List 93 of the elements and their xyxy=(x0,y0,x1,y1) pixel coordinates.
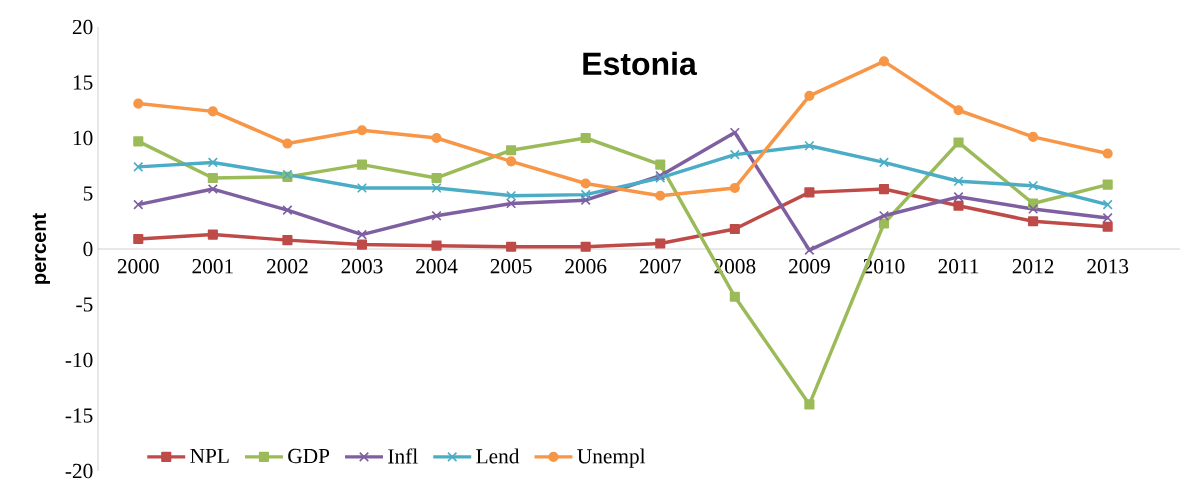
x-tick-label: 2001 xyxy=(192,259,233,274)
point xyxy=(133,136,144,147)
text: Estonia xyxy=(583,51,698,76)
point xyxy=(804,399,815,410)
point xyxy=(506,156,517,167)
x-tick-label: 2013 xyxy=(1087,259,1129,274)
point xyxy=(133,233,144,245)
point xyxy=(431,172,442,184)
point xyxy=(953,191,964,202)
point xyxy=(431,240,442,251)
point xyxy=(506,241,517,252)
x-tick-label: 2011 xyxy=(938,259,979,274)
point xyxy=(804,140,815,151)
point xyxy=(431,210,442,221)
point xyxy=(804,90,815,101)
point xyxy=(282,138,293,149)
point xyxy=(655,159,666,170)
point xyxy=(953,200,964,211)
y-tick-label: -15 xyxy=(65,408,93,423)
x-tick-label: 2000 xyxy=(117,259,159,274)
y-tick-label: 5 xyxy=(83,186,93,201)
point xyxy=(580,178,591,189)
point xyxy=(207,106,218,117)
point xyxy=(729,223,740,235)
point xyxy=(953,176,964,187)
y-tick-label: -5 xyxy=(76,297,93,312)
point xyxy=(804,187,815,198)
x-tick-label: 2002 xyxy=(267,259,308,274)
point xyxy=(580,189,591,200)
point xyxy=(133,98,144,109)
point xyxy=(431,132,442,144)
point xyxy=(1102,148,1113,159)
legend-label: GDP xyxy=(288,448,330,464)
point xyxy=(1028,180,1039,191)
point xyxy=(655,190,666,201)
point xyxy=(133,161,144,172)
x-tick-label: 2006 xyxy=(565,259,607,274)
point xyxy=(580,241,591,252)
legend-label: Infl xyxy=(388,448,418,464)
x-tick-label: 2005 xyxy=(490,259,532,274)
y-tick-label: 0 xyxy=(83,241,93,257)
point xyxy=(431,182,442,193)
point xyxy=(953,137,964,148)
point xyxy=(953,105,964,116)
point xyxy=(804,245,815,256)
point xyxy=(1102,212,1113,223)
point xyxy=(356,182,368,193)
x-tick-label: 2004 xyxy=(416,259,458,274)
y-axis-title: percent xyxy=(32,213,51,284)
point xyxy=(506,190,517,201)
y-tick-label: -10 xyxy=(65,352,93,368)
point xyxy=(878,218,890,229)
point xyxy=(729,149,740,160)
point xyxy=(282,235,293,246)
x-tick-label: 2007 xyxy=(639,259,681,274)
point xyxy=(356,229,368,240)
point xyxy=(207,157,218,168)
point xyxy=(356,159,368,170)
point xyxy=(506,145,517,156)
legend-label: Lend xyxy=(476,448,520,464)
point xyxy=(207,172,218,184)
y-tick-label: 20 xyxy=(72,19,93,35)
point xyxy=(1102,199,1113,210)
point xyxy=(878,157,890,168)
y-tick-label: -20 xyxy=(65,463,93,479)
point xyxy=(580,195,591,206)
point xyxy=(1102,179,1113,190)
point xyxy=(655,238,666,249)
point xyxy=(207,229,218,240)
point xyxy=(356,239,368,250)
legend-label: Unempl xyxy=(577,448,646,468)
point xyxy=(1102,221,1113,232)
point xyxy=(878,184,890,195)
point xyxy=(580,132,591,144)
point xyxy=(133,199,144,210)
point xyxy=(878,210,890,221)
x-tick-label: 2003 xyxy=(341,259,383,274)
point xyxy=(207,184,218,195)
point xyxy=(878,56,890,67)
point xyxy=(282,205,293,216)
point xyxy=(729,127,740,138)
point xyxy=(506,198,517,209)
y-tick-label: 15 xyxy=(73,75,93,90)
point xyxy=(729,291,740,302)
point xyxy=(1028,204,1039,215)
y-tick-label: 10 xyxy=(73,130,93,146)
x-tick-label: 2009 xyxy=(789,259,830,274)
point xyxy=(356,125,368,136)
point xyxy=(1028,216,1039,227)
point xyxy=(1028,131,1039,142)
legend-label: NPL xyxy=(190,448,229,463)
x-tick-label: 2012 xyxy=(1012,259,1054,274)
point xyxy=(729,182,740,194)
